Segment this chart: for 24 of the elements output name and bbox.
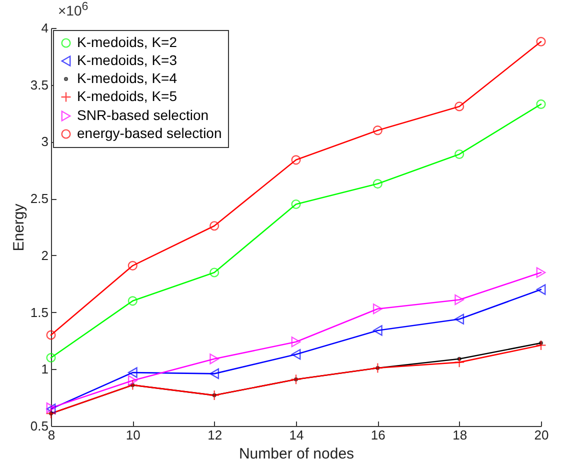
x-tick-label: 8: [48, 428, 56, 442]
x-tick-label: 10: [126, 428, 140, 442]
y-tick-label: 1.5: [30, 304, 48, 320]
y-tick-label: 2: [41, 248, 48, 263]
y-axis-title: Energy: [10, 203, 28, 252]
legend-label: K-medoids, K=3: [77, 52, 178, 68]
y-tick-label: 4: [41, 20, 48, 36]
x-tick-label: 14: [289, 428, 304, 442]
legend-label: K-medoids, K=5: [77, 88, 178, 104]
legend-label: SNR-based selection: [77, 107, 209, 123]
legend-label: K-medoids, K=4: [77, 70, 178, 86]
y-tick-label: 2.5: [30, 191, 48, 206]
x-tick-label: 20: [534, 428, 549, 442]
x-tick-label: 12: [208, 428, 222, 442]
legend-label: energy-based selection: [77, 125, 222, 141]
text: ×10$^{6}$: [58, 0, 88, 19]
x-tick-label: 16: [370, 428, 386, 442]
x-axis-title: Number of nodes: [238, 446, 354, 462]
x-tick-label: 18: [452, 428, 468, 442]
legend-label: K-medoids, K=2: [77, 34, 178, 50]
y-tick-label: 1: [41, 362, 48, 377]
y-tick-label: 0.5: [30, 418, 48, 434]
y-tick-label: 3: [41, 134, 48, 150]
y-tick-label: 3.5: [30, 77, 48, 92]
